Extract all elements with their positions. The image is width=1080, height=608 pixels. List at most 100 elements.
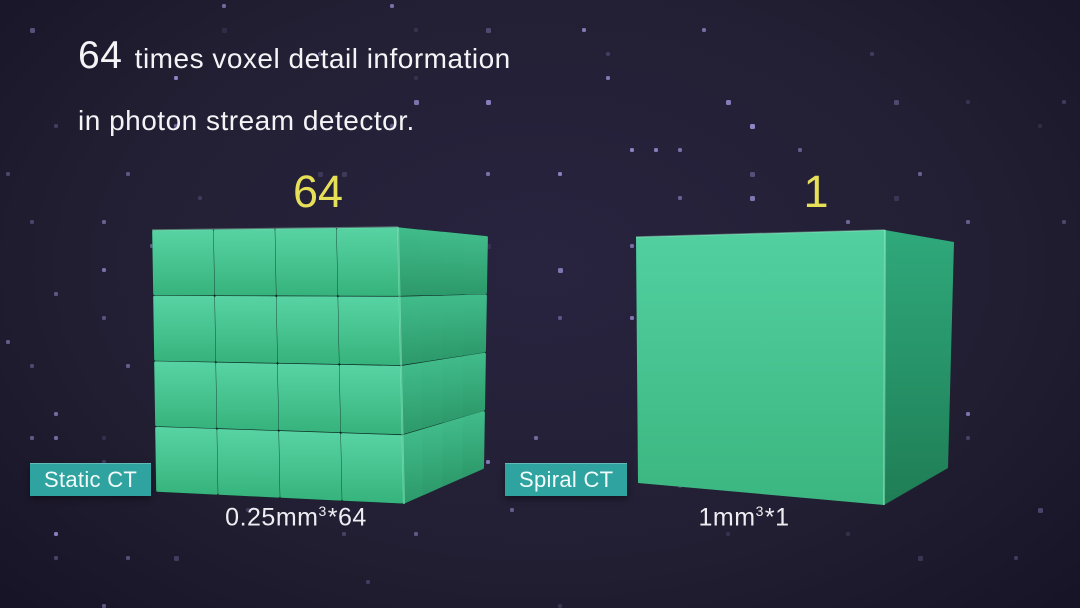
background-dot — [30, 436, 34, 440]
background-dot — [918, 172, 922, 176]
background-dot — [750, 172, 755, 177]
title-number: 64 — [78, 34, 123, 77]
spiral-ct-caption: 1mm3*1 — [584, 503, 904, 532]
caption-value: 0.25mm — [225, 503, 319, 532]
background-dot — [390, 124, 394, 128]
background-dot — [54, 292, 58, 296]
background-dot — [30, 220, 34, 224]
caption-exponent: 3 — [318, 503, 327, 519]
background-dot — [246, 508, 250, 512]
background-dot — [486, 244, 491, 249]
background-dot — [510, 508, 514, 512]
background-dot — [918, 556, 923, 561]
background-dot — [870, 436, 874, 440]
background-dot — [750, 124, 755, 129]
background-dot — [798, 436, 802, 440]
background-dot — [486, 100, 491, 105]
background-dot — [486, 172, 490, 176]
title-text: times voxel detail information — [134, 43, 511, 74]
background-dot — [198, 196, 202, 200]
background-dot — [534, 436, 538, 440]
background-dot — [102, 604, 106, 608]
background-dot — [1062, 220, 1066, 224]
background-dot — [6, 340, 10, 344]
background-dot — [222, 4, 226, 8]
background-dot — [54, 532, 58, 536]
background-dot — [774, 292, 778, 296]
background-dot — [342, 436, 346, 440]
background-dot — [318, 52, 322, 56]
static-ct-badge: Static CT — [30, 463, 152, 496]
background-dot — [702, 28, 706, 32]
background-dot — [870, 52, 874, 56]
background-dot — [414, 76, 418, 80]
background-dot — [894, 100, 899, 105]
background-dot — [678, 196, 682, 200]
background-dot — [726, 436, 730, 440]
background-dot — [966, 436, 970, 440]
background-dot — [630, 148, 634, 152]
background-dot — [174, 556, 179, 561]
background-dot — [54, 436, 58, 440]
background-dot — [222, 340, 226, 344]
background-dot — [30, 364, 34, 368]
background-dot — [942, 460, 946, 464]
background-dot — [414, 532, 418, 536]
background-dot — [678, 484, 682, 488]
caption-exponent: 3 — [755, 503, 764, 519]
background-dot — [126, 364, 130, 368]
background-dot — [54, 412, 58, 416]
background-dot — [750, 292, 754, 296]
spiral-ct-badge: Spiral CT — [505, 463, 628, 496]
background-dot — [558, 268, 563, 273]
background-dot — [342, 412, 346, 416]
background-dot — [414, 316, 418, 320]
background-dot — [390, 4, 394, 8]
background-dot — [774, 364, 778, 368]
background-dot — [174, 76, 178, 80]
background-dot — [342, 172, 347, 177]
background-dot — [798, 148, 802, 152]
background-dot — [318, 172, 323, 177]
background-dot — [678, 148, 682, 152]
background-dot — [822, 436, 826, 440]
background-dot — [54, 556, 58, 560]
background-dot — [1062, 100, 1066, 104]
background-dot — [966, 412, 970, 416]
caption-multiplier: *64 — [327, 503, 367, 532]
caption-multiplier: *1 — [764, 503, 790, 532]
background-dot — [654, 148, 658, 152]
background-dot — [126, 172, 130, 176]
background-dot — [726, 532, 730, 536]
background-dot — [198, 460, 202, 464]
background-dot — [486, 460, 490, 464]
background-dot — [30, 28, 35, 33]
background-dot — [198, 364, 202, 368]
background-dot — [606, 76, 610, 80]
background-dot — [174, 124, 178, 128]
background-dot — [846, 532, 850, 536]
title-line-1: 64 times voxel detail information — [78, 34, 511, 81]
background-dot — [870, 388, 874, 392]
background-dot — [318, 364, 322, 368]
background-dot — [702, 268, 706, 272]
background-dot — [246, 484, 250, 488]
background-dot — [822, 268, 826, 272]
background-dot — [966, 100, 970, 104]
background-dot — [1038, 124, 1042, 128]
background-dot — [102, 220, 106, 224]
background-dot — [126, 556, 130, 560]
background-dot — [222, 28, 227, 33]
background-dot — [558, 172, 562, 176]
static-ct-caption: 0.25mm3*64 — [136, 503, 456, 532]
background-dot — [102, 316, 106, 320]
background-dot — [342, 532, 346, 536]
background-dot — [294, 388, 298, 392]
background-dot — [726, 100, 731, 105]
background-dot — [366, 412, 370, 416]
background-dot — [606, 52, 610, 56]
background-dot — [54, 124, 58, 128]
spiral-ct-count-label: 1 — [803, 166, 829, 217]
background-dot — [102, 436, 106, 440]
background-dot — [6, 172, 10, 176]
